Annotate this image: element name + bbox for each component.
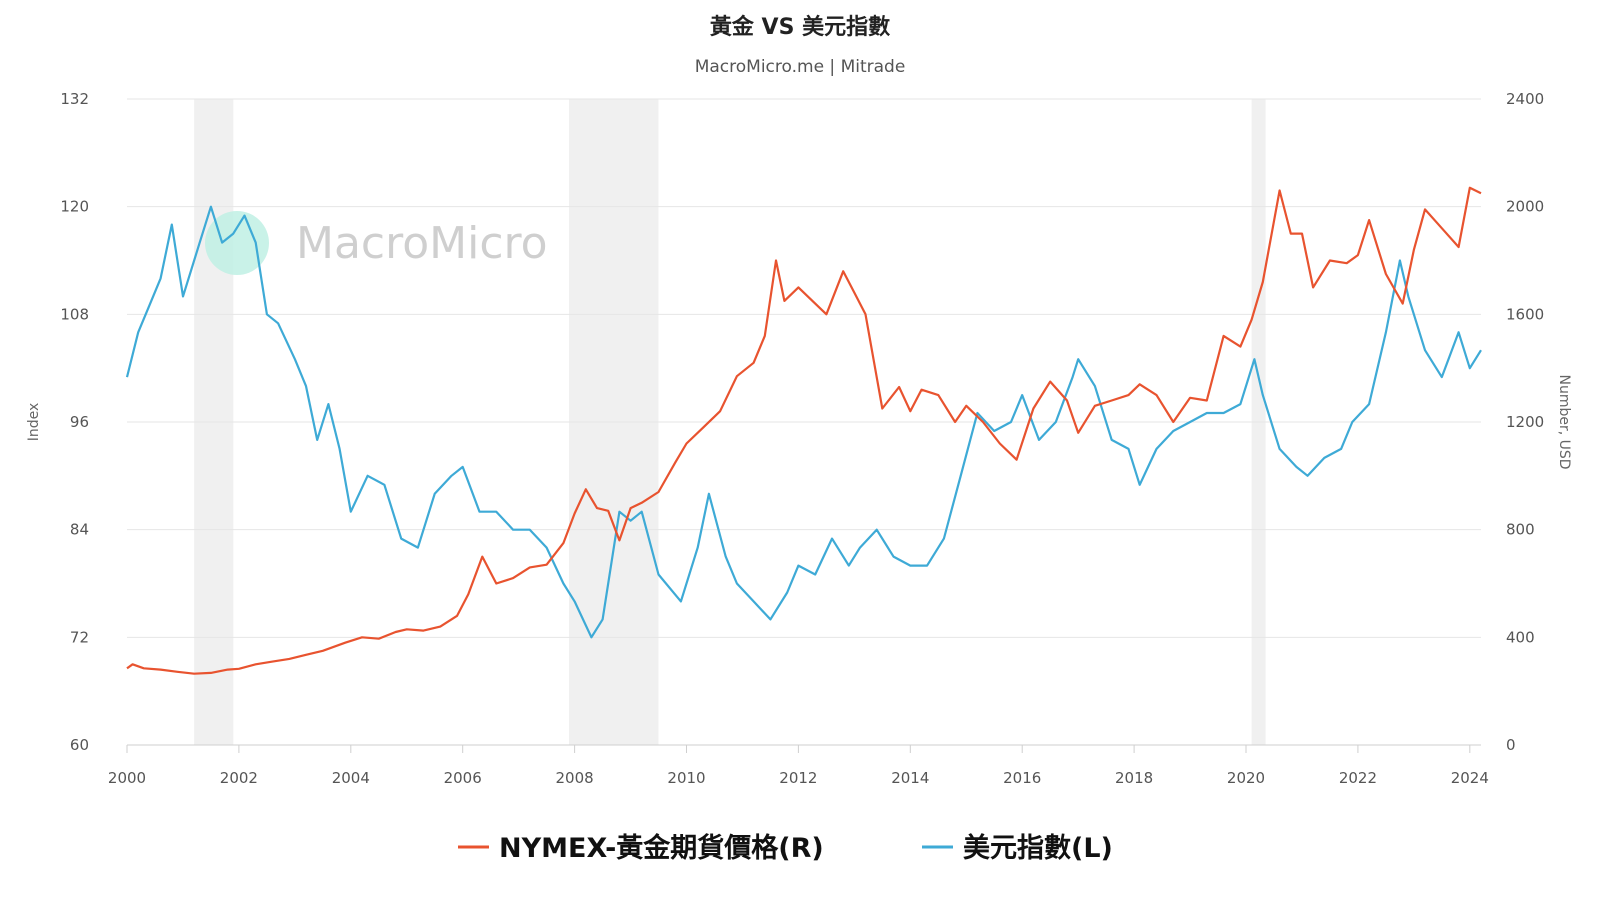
right-axis-ticks: 0 400 800 1200 1600 2000 2400 — [1506, 90, 1544, 754]
x-tick-label-2: 2004 — [332, 769, 370, 787]
watermark-logo-icon — [205, 211, 269, 275]
left-axis-ticks: 60 72 84 96 108 120 132 — [60, 90, 89, 754]
right-tick-label-3: 1200 — [1506, 413, 1544, 431]
chart-title: 黃金 VS 美元指數 — [710, 14, 890, 40]
x-tick-label-10: 2020 — [1227, 769, 1265, 787]
legend: NYMEX-黃金期貨價格(R) 美元指數(L) — [458, 832, 1113, 864]
right-axis-title: Number, USD — [1556, 374, 1572, 469]
watermark: MacroMicro — [205, 211, 548, 275]
left-tick-label-6: 132 — [60, 90, 89, 108]
legend-item-gold[interactable]: NYMEX-黃金期貨價格(R) — [458, 832, 824, 864]
left-tick-label-0: 60 — [70, 736, 89, 754]
left-tick-label-5: 120 — [60, 198, 89, 216]
x-tick-label-3: 2006 — [444, 769, 482, 787]
x-axis-ticks: 2000 2002 2004 2006 2008 2010 2012 2014 2016 2018… — [108, 744, 1489, 787]
x-tick-label-0: 2000 — [108, 769, 146, 787]
x-tick-label-9: 2018 — [1115, 769, 1153, 787]
left-tick-label-4: 108 — [60, 305, 89, 323]
left-axis-title: Index — [26, 403, 42, 442]
x-tick-label-4: 2008 — [556, 769, 594, 787]
x-tick-label-6: 2012 — [779, 769, 817, 787]
x-tick-label-12: 2024 — [1451, 769, 1489, 787]
x-tick-label-1: 2002 — [220, 769, 258, 787]
right-tick-label-6: 2400 — [1506, 90, 1544, 108]
watermark-text: MacroMicro — [296, 218, 548, 269]
left-tick-label-1: 72 — [70, 628, 89, 646]
usd-index-line — [125, 205, 1482, 639]
right-tick-label-5: 2000 — [1506, 198, 1544, 216]
right-tick-label-1: 400 — [1506, 628, 1535, 646]
x-tick-label-5: 2010 — [667, 769, 705, 787]
left-tick-label-2: 84 — [70, 521, 89, 539]
x-tick-label-8: 2016 — [1003, 769, 1041, 787]
right-tick-label-0: 0 — [1506, 736, 1516, 754]
right-tick-label-4: 1600 — [1506, 305, 1544, 323]
legend-label-usd: 美元指數(L) — [963, 832, 1113, 864]
x-tick-label-11: 2022 — [1339, 769, 1377, 787]
legend-item-usd[interactable]: 美元指數(L) — [922, 832, 1113, 864]
x-tick-label-7: 2014 — [891, 769, 929, 787]
left-tick-label-3: 96 — [70, 413, 89, 431]
right-tick-label-2: 800 — [1506, 521, 1535, 539]
series-layer — [125, 186, 1482, 675]
chart-subtitle: MacroMicro.me | Mitrade — [695, 57, 906, 77]
gold-price-line — [126, 186, 1482, 675]
legend-label-gold: NYMEX-黃金期貨價格(R) — [499, 832, 824, 864]
